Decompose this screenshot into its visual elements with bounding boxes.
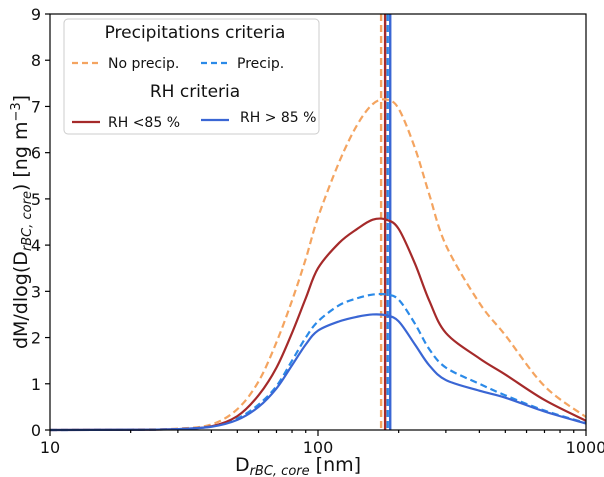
y-tick-label: 6 — [31, 144, 41, 163]
y-tick-label: 1 — [31, 375, 41, 394]
x-tick-label: 1000 — [566, 438, 604, 457]
series-line-precip — [49, 292, 587, 432]
legend-label-precip: Precip. — [237, 56, 284, 72]
legend: Precipitations criteria No precip. Preci… — [63, 18, 320, 135]
y-tick-label: 9 — [31, 5, 41, 24]
legend-title-rh: RH criteria — [150, 82, 240, 102]
x-tick-label: 10 — [40, 438, 60, 457]
y-tick-label: 4 — [31, 236, 41, 255]
x-axis-label: DrBC, core [nm] — [235, 454, 361, 477]
series-line-rh-85 — [49, 217, 587, 432]
y-tick-label: 5 — [31, 190, 41, 209]
y-axis-label: dM/dlog(DrBC, core) [ng m−3] — [9, 95, 35, 349]
y-axis-ticks: 0 1 2 3 4 5 6 7 8 9 — [31, 5, 50, 440]
y-tick-label: 7 — [31, 97, 41, 116]
x-axis-ticks: 10 100 1000 — [40, 430, 604, 457]
series-lines — [49, 98, 587, 432]
x-tick-label: 100 — [303, 438, 334, 457]
y-tick-label: 8 — [31, 51, 41, 70]
legend-title-precipitation: Precipitations criteria — [105, 23, 286, 43]
legend-label-no-precip: No precip. — [108, 56, 179, 72]
legend-label-rh-low: RH <85 % — [108, 115, 180, 131]
y-tick-label: 3 — [31, 282, 41, 301]
mode-lines — [379, 14, 392, 430]
legend-label-rh-high: RH > 85 % — [240, 110, 316, 126]
series-line-rh-85 — [49, 313, 587, 432]
y-tick-label: 0 — [31, 421, 41, 440]
legend-box — [63, 18, 320, 135]
y-tick-label: 2 — [31, 329, 41, 348]
series-line-no-precip — [49, 98, 587, 432]
